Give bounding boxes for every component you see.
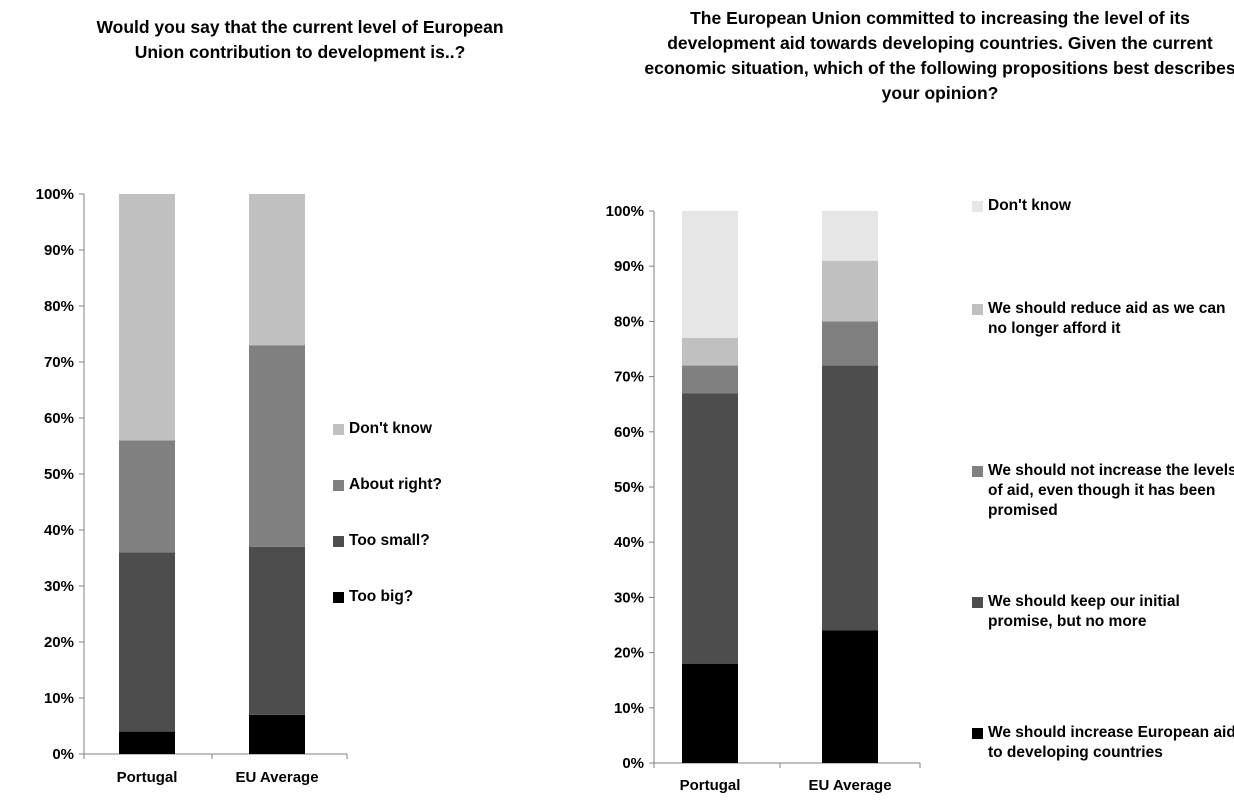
chart-1-title: Would you say that the current level of … xyxy=(96,17,504,62)
y-tick-label: 70% xyxy=(44,354,74,371)
y-tick-label: 50% xyxy=(44,466,74,483)
y-tick-label: 100% xyxy=(36,186,74,203)
y-tick-label: 10% xyxy=(44,690,74,707)
x-category-label: Portugal xyxy=(117,769,178,786)
bar-segment xyxy=(119,440,175,553)
bar-segment xyxy=(682,211,738,338)
legend-swatch xyxy=(333,424,344,435)
y-tick-label: 50% xyxy=(614,479,644,496)
bar-segment xyxy=(249,194,305,346)
bar-segment xyxy=(249,714,305,754)
legend-label: Too small? xyxy=(349,532,430,549)
bar-segment xyxy=(682,337,738,366)
y-tick-label: 80% xyxy=(44,298,74,315)
x-category-label: Portugal xyxy=(680,777,741,794)
legend-swatch xyxy=(972,304,983,315)
bar-segment xyxy=(822,630,878,763)
legend-swatch xyxy=(333,480,344,491)
y-tick-label: 0% xyxy=(52,746,74,763)
chart-2-title: The European Union committed to increasi… xyxy=(644,8,1234,103)
x-category-label: EU Average xyxy=(235,769,318,786)
legend-label: Don't know xyxy=(349,420,432,437)
legend-swatch xyxy=(972,728,983,739)
bar-segment xyxy=(682,365,738,394)
y-tick-label: 40% xyxy=(614,534,644,551)
y-tick-label: 80% xyxy=(614,313,644,330)
bar-segment xyxy=(119,552,175,732)
legend-swatch xyxy=(333,592,344,603)
y-tick-label: 90% xyxy=(614,258,644,275)
bar-segment xyxy=(822,365,878,631)
y-tick-label: 10% xyxy=(614,700,644,717)
legend-swatch xyxy=(972,466,983,477)
legend-swatch xyxy=(972,201,983,212)
bar-segment xyxy=(682,663,738,763)
y-tick-label: 90% xyxy=(44,242,74,259)
bar-segment xyxy=(119,731,175,754)
x-category-label: EU Average xyxy=(808,777,891,794)
bar-segment xyxy=(682,393,738,664)
y-tick-label: 60% xyxy=(44,410,74,427)
y-tick-label: 30% xyxy=(614,589,644,606)
legend-label: We should increase European aid to devel… xyxy=(988,724,1234,761)
bar-segment xyxy=(249,345,305,547)
y-tick-label: 0% xyxy=(622,755,644,772)
y-tick-label: 20% xyxy=(614,645,644,662)
y-tick-label: 100% xyxy=(606,203,644,220)
y-tick-label: 70% xyxy=(614,369,644,386)
legend-label: We should keep our initial promise, but … xyxy=(988,593,1180,630)
bar-segment xyxy=(119,194,175,441)
bar-segment xyxy=(822,211,878,261)
legend-swatch xyxy=(333,536,344,547)
legend-label: We should reduce aid as we can no longer… xyxy=(988,300,1226,337)
bar-segment xyxy=(249,546,305,715)
y-tick-label: 60% xyxy=(614,424,644,441)
y-tick-label: 20% xyxy=(44,634,74,651)
y-tick-label: 30% xyxy=(44,578,74,595)
bar-segment xyxy=(822,260,878,322)
legend-label: Don't know xyxy=(988,197,1071,214)
bar-segment xyxy=(822,321,878,366)
y-tick-label: 40% xyxy=(44,522,74,539)
legend-label: About right? xyxy=(349,476,442,493)
legend-label: Too big? xyxy=(349,588,414,605)
legend-label: We should not increase the levels of aid… xyxy=(988,462,1234,519)
legend-swatch xyxy=(972,597,983,608)
